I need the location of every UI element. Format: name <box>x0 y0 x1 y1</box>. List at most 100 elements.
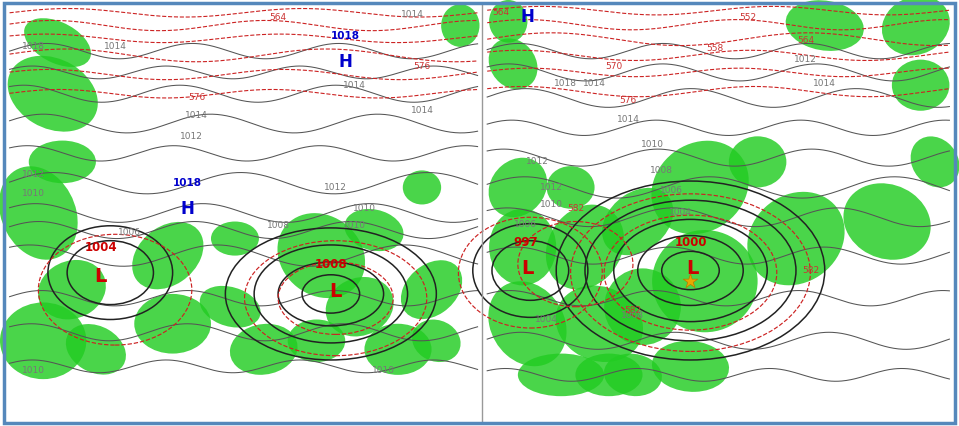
Ellipse shape <box>785 0 864 51</box>
Ellipse shape <box>892 60 949 111</box>
Ellipse shape <box>230 324 297 375</box>
Ellipse shape <box>403 170 441 204</box>
Ellipse shape <box>489 0 527 43</box>
Text: 1018: 1018 <box>22 42 45 52</box>
Ellipse shape <box>24 18 91 67</box>
Ellipse shape <box>489 38 537 89</box>
Ellipse shape <box>651 141 749 234</box>
Ellipse shape <box>134 294 211 354</box>
Ellipse shape <box>602 188 673 255</box>
Text: L: L <box>687 259 698 278</box>
Ellipse shape <box>488 281 567 366</box>
Ellipse shape <box>843 183 931 260</box>
Ellipse shape <box>0 302 86 379</box>
Text: 582: 582 <box>624 306 642 316</box>
Text: 582: 582 <box>567 204 584 213</box>
Ellipse shape <box>747 192 845 285</box>
Text: 1012: 1012 <box>540 183 563 192</box>
Text: H: H <box>339 53 352 71</box>
Ellipse shape <box>29 141 96 183</box>
Ellipse shape <box>277 213 365 298</box>
Text: 564: 564 <box>492 8 509 17</box>
Text: 558: 558 <box>706 44 723 54</box>
Text: 1014: 1014 <box>104 42 127 52</box>
Text: 1014: 1014 <box>617 115 640 124</box>
Text: 1008: 1008 <box>650 166 673 175</box>
Ellipse shape <box>518 354 604 396</box>
Text: 1012: 1012 <box>180 132 203 141</box>
Text: L: L <box>522 259 533 278</box>
Text: 1012: 1012 <box>324 183 347 192</box>
Point <box>683 278 698 285</box>
Text: 1010: 1010 <box>540 200 563 209</box>
Text: 1012: 1012 <box>794 55 817 64</box>
Ellipse shape <box>911 136 959 187</box>
Text: H: H <box>180 200 194 218</box>
Text: 1000: 1000 <box>674 236 707 249</box>
Ellipse shape <box>211 222 259 256</box>
Text: 1018: 1018 <box>173 178 201 188</box>
Ellipse shape <box>604 268 681 345</box>
Text: 570: 570 <box>605 61 622 71</box>
Text: 1008: 1008 <box>315 258 347 271</box>
Ellipse shape <box>66 324 126 374</box>
Text: 1014: 1014 <box>343 81 366 90</box>
Ellipse shape <box>38 260 105 320</box>
Ellipse shape <box>652 230 758 332</box>
Text: 1014: 1014 <box>185 110 208 120</box>
Ellipse shape <box>546 204 624 290</box>
Text: 997: 997 <box>513 236 538 249</box>
FancyBboxPatch shape <box>485 6 951 420</box>
FancyBboxPatch shape <box>8 6 480 420</box>
Ellipse shape <box>882 0 949 55</box>
Ellipse shape <box>441 4 480 47</box>
Ellipse shape <box>547 166 595 209</box>
Ellipse shape <box>575 354 643 396</box>
Text: 1010: 1010 <box>372 366 395 375</box>
Text: 576: 576 <box>620 95 637 105</box>
Ellipse shape <box>488 158 548 217</box>
Ellipse shape <box>199 286 261 328</box>
Text: 1010: 1010 <box>353 204 376 213</box>
Text: 1014: 1014 <box>401 10 424 20</box>
Text: 1006: 1006 <box>118 227 141 237</box>
Text: 1018: 1018 <box>331 31 360 41</box>
Text: 1010: 1010 <box>641 140 664 150</box>
Text: H: H <box>521 8 534 26</box>
Text: 1006: 1006 <box>660 186 683 196</box>
Text: 576: 576 <box>413 61 431 71</box>
Ellipse shape <box>364 324 432 375</box>
Text: 564: 564 <box>797 36 814 45</box>
Ellipse shape <box>555 285 643 362</box>
Text: 1008: 1008 <box>621 311 644 320</box>
Ellipse shape <box>412 320 460 362</box>
Text: L: L <box>330 282 341 301</box>
Ellipse shape <box>604 354 662 396</box>
Ellipse shape <box>344 209 404 251</box>
Ellipse shape <box>401 260 462 319</box>
Ellipse shape <box>288 320 345 362</box>
Text: 552: 552 <box>739 13 757 23</box>
Text: 582: 582 <box>802 266 819 275</box>
Ellipse shape <box>0 166 78 260</box>
Text: 1010: 1010 <box>22 366 45 375</box>
Ellipse shape <box>652 341 729 392</box>
Text: 1014: 1014 <box>410 106 433 115</box>
Text: 1012: 1012 <box>526 157 549 167</box>
Text: L: L <box>95 268 106 286</box>
Text: 1012: 1012 <box>22 170 45 179</box>
Text: 1018: 1018 <box>554 78 577 88</box>
Text: 576: 576 <box>188 93 205 103</box>
Ellipse shape <box>326 277 393 337</box>
Text: 1004: 1004 <box>535 315 558 324</box>
Ellipse shape <box>8 56 98 132</box>
Ellipse shape <box>489 209 556 285</box>
Text: 1010: 1010 <box>343 221 366 230</box>
Text: 1008: 1008 <box>267 221 290 230</box>
Text: 564: 564 <box>269 12 287 22</box>
Text: 1010: 1010 <box>22 189 45 199</box>
Ellipse shape <box>132 222 203 289</box>
Ellipse shape <box>729 136 786 187</box>
Text: 1014: 1014 <box>813 78 836 88</box>
Text: 1006: 1006 <box>514 220 537 230</box>
